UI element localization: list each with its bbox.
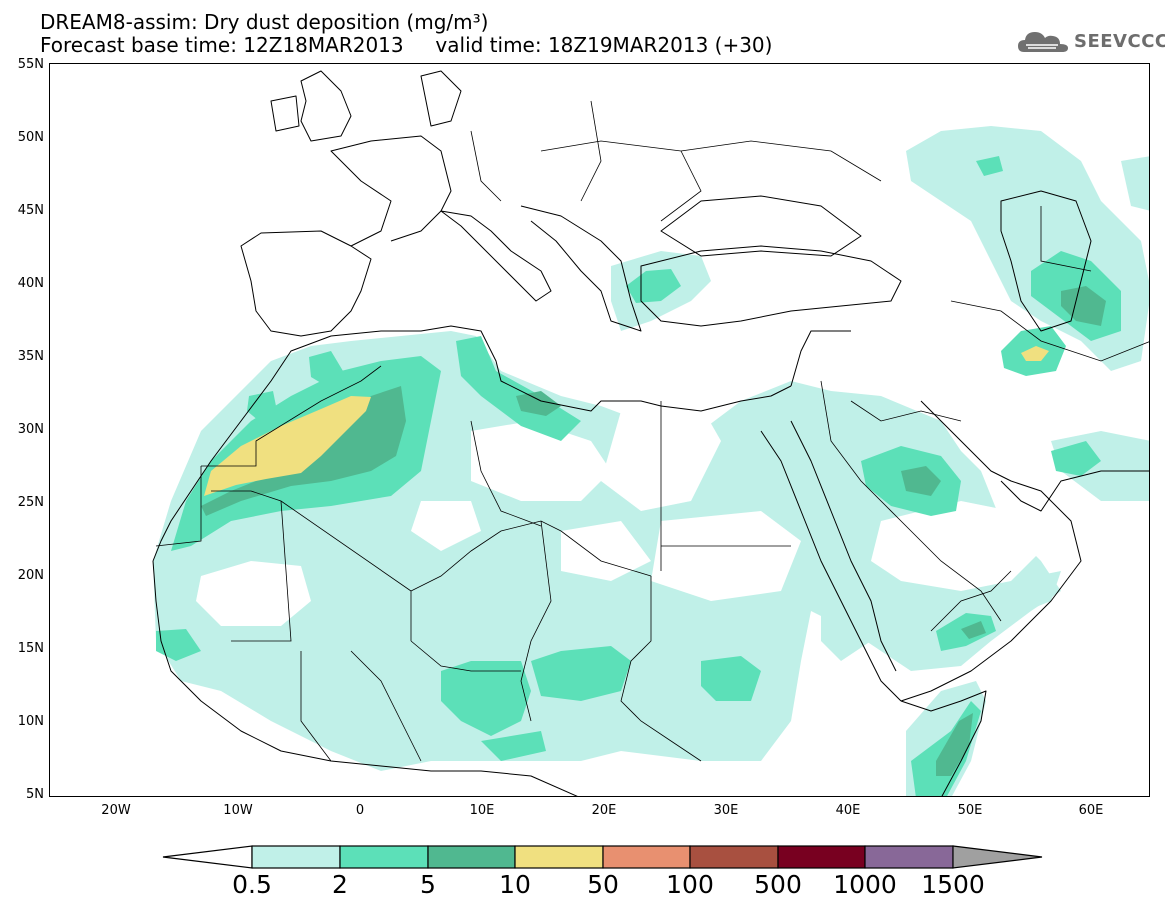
lat-label: 40N [17, 276, 44, 291]
lat-label: 50N [17, 130, 44, 145]
map-title: DREAM8-assim: Dry dust deposition (mg/m³… [40, 10, 489, 34]
lat-label: 20N [17, 568, 44, 583]
colorbar-label: 100 [666, 870, 714, 899]
lat-label: 10N [17, 714, 44, 729]
colorbar-label: 500 [754, 870, 802, 899]
colorbar-label: 0.5 [232, 870, 272, 899]
lat-label: 35N [17, 349, 44, 364]
coastlines [152, 70, 1149, 796]
lon-label: 0 [355, 803, 365, 818]
deposition-layer-10 [204, 346, 1049, 496]
lon-label: 20E [591, 803, 617, 818]
colorbar-swatch [339, 845, 429, 869]
colorbar-label: 1500 [921, 870, 985, 899]
lat-label: 25N [17, 495, 44, 510]
lon-label: 10E [469, 803, 495, 818]
dust-deposition-map [152, 70, 1149, 796]
colorbar-swatch [427, 845, 516, 869]
colorbar-swatch [514, 845, 604, 869]
lat-label: 55N [17, 57, 44, 72]
lon-label: 10W [223, 803, 253, 818]
lat-label: 45N [17, 203, 44, 218]
colorbar-label: 50 [587, 870, 619, 899]
colorbar-right-arrow [952, 845, 1043, 869]
lon-label: 50E [957, 803, 983, 818]
logo-text: SEEVCCC [1074, 30, 1165, 52]
colorbar-swatch [864, 845, 954, 869]
seevccc-logo: SEEVCCC [1016, 26, 1165, 56]
lon-label: 40E [835, 803, 861, 818]
lon-label: 30E [713, 803, 739, 818]
forecast-time-line: Forecast base time: 12Z18MAR2013 valid t… [40, 33, 773, 57]
colorbar-label: 5 [420, 870, 436, 899]
colorbar-label: 2 [332, 870, 348, 899]
country-borders [155, 100, 1149, 762]
colorbar-label: 10 [499, 870, 531, 899]
colorbar-swatch [689, 845, 779, 869]
lat-label: 30N [17, 422, 44, 437]
lon-label: 60E [1078, 803, 1104, 818]
lon-label: 20W [101, 803, 131, 818]
lat-label: 5N [26, 787, 44, 802]
colorbar-left-arrow [162, 845, 253, 869]
map-panel [49, 63, 1150, 797]
cloud-icon [1018, 32, 1068, 52]
colorbar-label: 1000 [833, 870, 897, 899]
colorbar-swatch [777, 845, 866, 869]
lat-label: 15N [17, 641, 44, 656]
colorbar-swatch [602, 845, 691, 869]
colorbar-swatch [251, 845, 341, 869]
